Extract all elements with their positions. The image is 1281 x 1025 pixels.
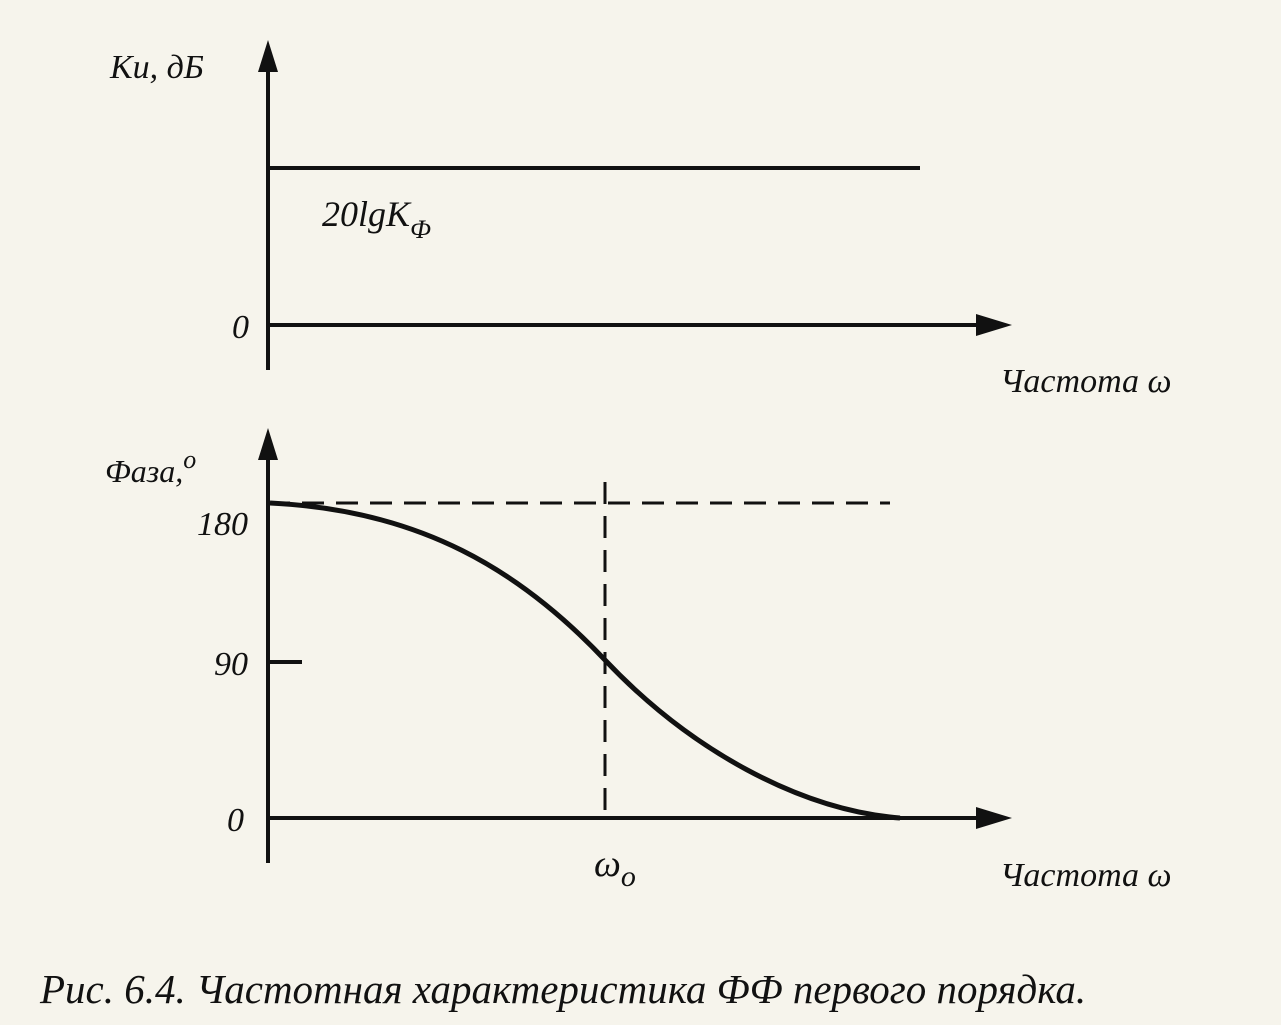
marker-label-main: ω: [594, 843, 621, 885]
arrow: [258, 428, 278, 460]
level-label: 20lgKФ: [322, 194, 431, 244]
marker-label-subscript: о: [621, 860, 636, 893]
level-label-main: 20lgK: [322, 194, 412, 234]
tick-label: 0: [227, 802, 244, 839]
level-label-subscript: Ф: [410, 215, 431, 244]
arrow: [976, 314, 1012, 336]
marker-label: ωо: [594, 843, 636, 893]
zero-label: 0: [232, 309, 249, 346]
arrow: [976, 807, 1012, 829]
phase-curve: [269, 500, 901, 821]
tick-label: 180: [197, 506, 248, 543]
arrow: [258, 40, 278, 72]
y-label-superscript: о: [183, 445, 196, 474]
caption: Рис. 6.4. Частотная характеристика ФФ пе…: [39, 966, 1086, 1012]
y-label: Фаза,о: [105, 445, 196, 489]
x-label: Частота ω: [1000, 363, 1172, 400]
y-label: Кu, дБ: [109, 49, 204, 86]
y-label-main: Фаза,: [105, 453, 183, 489]
x-label: Частота ω: [1000, 857, 1172, 894]
tick-label: 90: [214, 646, 248, 683]
